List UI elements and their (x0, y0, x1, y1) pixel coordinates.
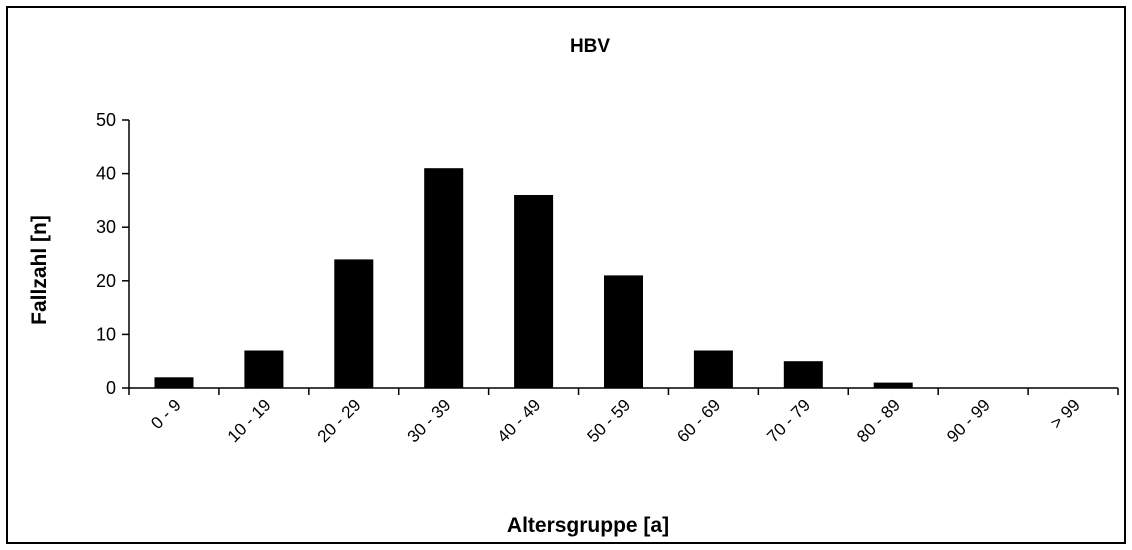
x-tick-label-8: 80 - 89 (853, 395, 904, 446)
x-tick-label-6: 60 - 69 (673, 395, 724, 446)
chart-title: HBV (570, 36, 610, 57)
x-tick-label-1: 10 - 19 (224, 395, 275, 446)
x-tick-label-0: 0 - 9 (147, 395, 184, 432)
y-tick-label-0: 0 (106, 378, 116, 398)
bar-chart: HBV Fallzahl [n] Altersgruppe [a] 0 10 20 3… (28, 36, 1119, 537)
x-tick-label-10: > 99 (1047, 395, 1084, 432)
x-axis-label: Altersgruppe [a] (507, 514, 669, 537)
x-tick-label-9: 90 - 99 (943, 395, 994, 446)
y-tick-label-4: 40 (96, 164, 116, 184)
bar-7 (783, 361, 823, 388)
y-tick-label-5: 50 (96, 110, 116, 130)
x-tick-label-3: 30 - 39 (404, 395, 455, 446)
bar-5 (604, 275, 643, 388)
bar-8 (873, 382, 913, 388)
bar-3 (424, 168, 464, 388)
y-tick-label-3: 30 (96, 217, 116, 237)
x-tick-label-2: 20 - 29 (314, 395, 365, 446)
x-tick-label-7: 70 - 79 (763, 395, 814, 446)
x-tick-label-5: 50 - 59 (583, 395, 634, 446)
bar-6 (693, 350, 733, 388)
bar-0 (154, 377, 194, 388)
x-tick-label-4: 40 - 49 (494, 395, 545, 446)
bar-4 (514, 195, 554, 388)
y-tick-label-1: 10 (96, 324, 116, 344)
y-axis-label: Fallzahl [n] (28, 215, 51, 325)
plot-area: 0 10 20 30 40 50 0 - 9 10 - 19 20 - 29 30 - 39 40 … (96, 110, 1119, 446)
chart-frame: HBV Fallzahl [n] Altersgruppe [a] 0 10 20 3… (6, 6, 1126, 544)
bar-1 (244, 350, 284, 388)
bar-2 (334, 259, 374, 388)
y-tick-label-2: 20 (96, 271, 116, 291)
